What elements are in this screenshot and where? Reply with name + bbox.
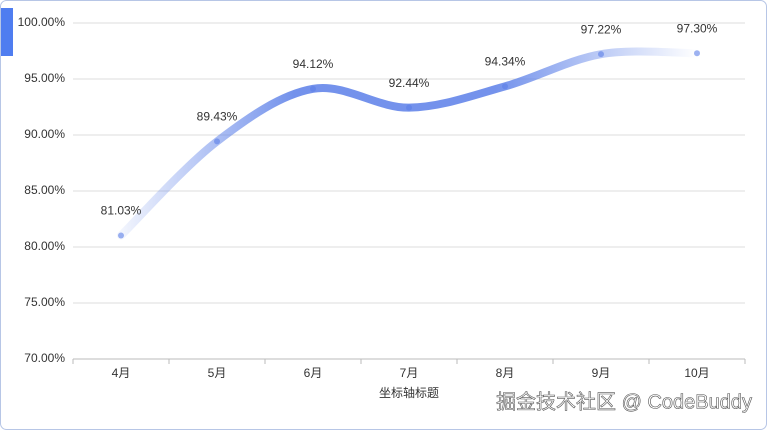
y-tick-label: 90.00%	[24, 127, 65, 141]
point	[598, 51, 604, 58]
y-tick-label: 95.00%	[24, 71, 65, 85]
x-tick-label: 6月	[304, 366, 323, 380]
point	[310, 85, 316, 92]
x-tick-label: 10月	[684, 366, 709, 380]
watermark: 掘金技术社区 @ CodeBuddy	[496, 390, 752, 413]
y-tick-label: 85.00%	[24, 183, 65, 197]
data-label: 81.03%	[101, 204, 142, 218]
x-axis-title: 坐标轴标题	[379, 385, 439, 400]
x-tick-label: 8月	[496, 366, 515, 380]
side-marker	[1, 8, 13, 56]
point	[406, 104, 412, 111]
y-tick-label: 80.00%	[24, 239, 65, 253]
data-label: 94.12%	[293, 57, 334, 71]
x-tick-label: 4月	[112, 366, 131, 380]
point	[214, 138, 220, 145]
data-label: 92.44%	[389, 76, 430, 90]
data-label: 97.22%	[581, 22, 622, 36]
data-label: 97.30%	[677, 21, 718, 35]
point	[118, 232, 124, 239]
y-tick-label: 70.00%	[24, 351, 65, 365]
point	[694, 50, 700, 57]
data-label: 94.34%	[485, 55, 526, 69]
y-tick-label: 100.00%	[18, 15, 66, 29]
data-label: 89.43%	[197, 110, 238, 124]
y-tick-label: 75.00%	[24, 295, 65, 309]
x-tick-label: 5月	[208, 366, 227, 380]
point	[502, 83, 508, 90]
x-tick-label: 9月	[592, 366, 611, 380]
x-tick-label: 7月	[400, 366, 419, 380]
